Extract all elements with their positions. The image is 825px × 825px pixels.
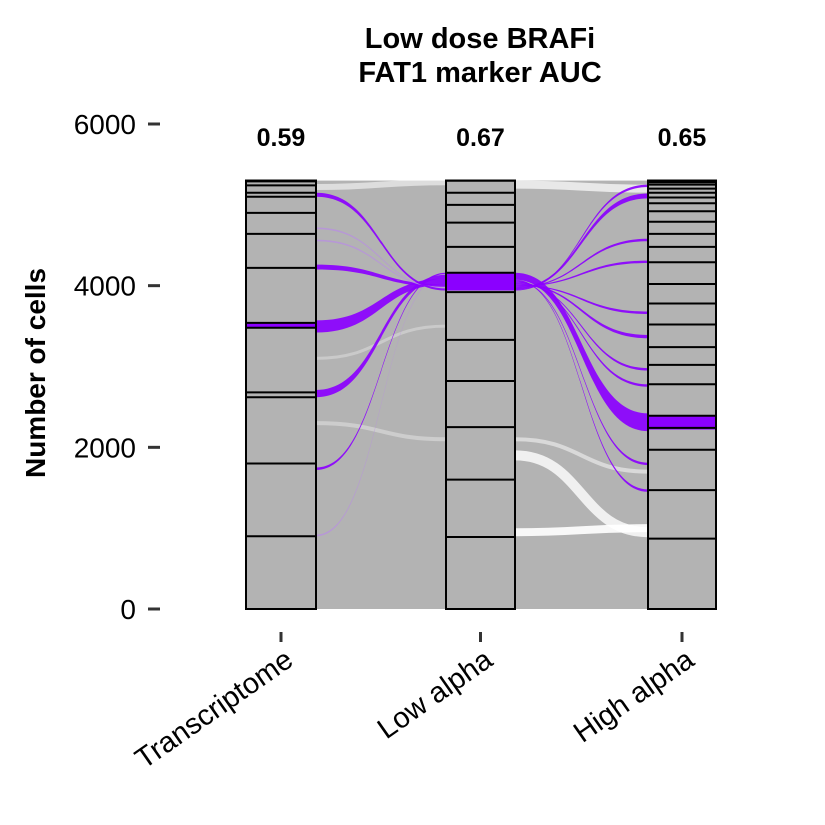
highlight-flow-left-3 bbox=[316, 274, 446, 398]
gray-flow-streak-5 bbox=[315, 421, 447, 442]
stratum-outline-3 bbox=[647, 179, 717, 610]
highlight-flow-left-5 bbox=[316, 264, 446, 287]
highlight-flow-right-5 bbox=[515, 282, 648, 371]
y-tick-label-3: 4000 bbox=[74, 271, 136, 302]
highlight-flow-right-6 bbox=[515, 283, 648, 339]
stratum-outline-2 bbox=[445, 179, 516, 610]
highlight-flow-right-4 bbox=[515, 281, 648, 387]
highlight-flow-right-7 bbox=[515, 284, 648, 314]
auc-label-1: 0.59 bbox=[257, 124, 306, 152]
stratum-column-3 bbox=[647, 179, 717, 610]
auc-label-3: 0.65 bbox=[658, 124, 707, 152]
highlight-flows-layer bbox=[316, 184, 648, 537]
gray-flow-streak-7 bbox=[514, 437, 649, 474]
highlight-flow-right-2 bbox=[515, 279, 648, 492]
highlight-flow-left-6 bbox=[316, 239, 446, 288]
flows-layer bbox=[315, 179, 649, 610]
gray-flow-streak-1 bbox=[315, 179, 447, 191]
y-axis-label: Number of cells bbox=[20, 268, 51, 478]
highlight-flow-right-9 bbox=[515, 238, 648, 288]
gray-flow-band-1 bbox=[316, 180, 446, 610]
y-tick-label-1: 0 bbox=[120, 594, 136, 625]
stratum-highlight-1 bbox=[246, 322, 316, 328]
stratum-highlight-3 bbox=[648, 415, 716, 430]
strata-layer bbox=[245, 179, 717, 610]
x-tick-label-1: Transcriptome bbox=[130, 644, 299, 776]
highlight-flow-left-1 bbox=[316, 272, 446, 470]
stratum-highlight-2 bbox=[446, 272, 515, 291]
highlight-flow-right-10 bbox=[515, 193, 648, 290]
gray-flow-streak-6 bbox=[315, 324, 447, 360]
x-tick-label-3: High alpha bbox=[568, 643, 701, 749]
highlight-flow-left-4 bbox=[316, 278, 446, 333]
y-tick-label-4: 6000 bbox=[74, 109, 136, 140]
highlight-flow-left-2 bbox=[316, 273, 446, 537]
y-tick-label-2: 2000 bbox=[74, 432, 136, 463]
x-tick-label-2: Low alpha bbox=[372, 643, 499, 746]
chart-title-line-1: Low dose BRAFi bbox=[365, 23, 595, 55]
chart-title-line-2: FAT1 marker AUC bbox=[358, 57, 601, 89]
auc-label-2: 0.67 bbox=[456, 124, 505, 152]
highlight-flow-right-1 bbox=[515, 272, 648, 432]
highlight-flow-right-3 bbox=[515, 280, 648, 466]
highlight-flow-left-7 bbox=[316, 227, 446, 289]
gray-flow-streak-4 bbox=[514, 524, 649, 537]
stratum-outline-1 bbox=[245, 179, 317, 610]
highlight-flow-left-8 bbox=[316, 192, 446, 291]
highlight-flow-right-11 bbox=[515, 184, 648, 291]
highlight-flow-right-8 bbox=[515, 260, 648, 287]
stratum-column-2 bbox=[445, 179, 516, 610]
stratum-column-1 bbox=[245, 179, 317, 610]
gray-flow-band-2 bbox=[515, 180, 648, 610]
gray-flow-streak-2 bbox=[514, 180, 649, 193]
